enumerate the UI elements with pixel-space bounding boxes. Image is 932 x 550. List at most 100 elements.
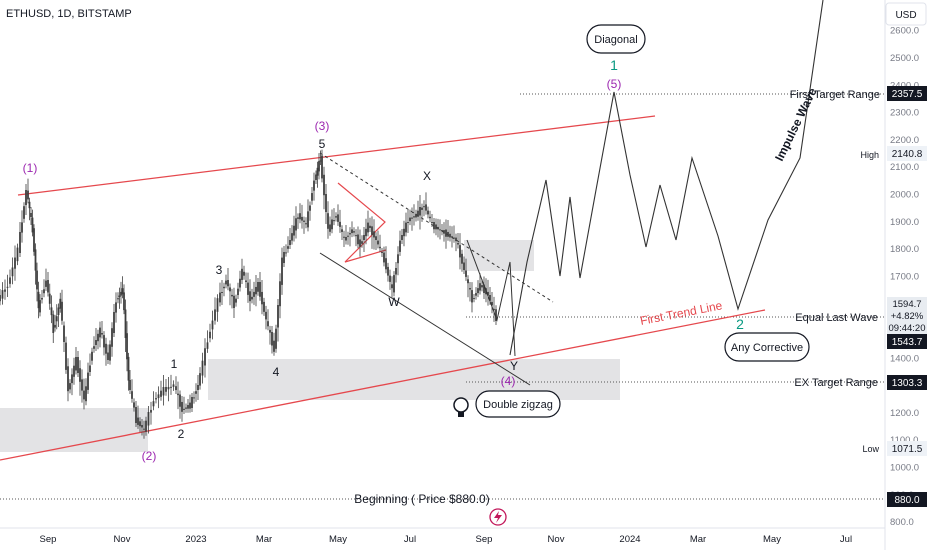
candle-body bbox=[113, 312, 115, 333]
candle-body bbox=[463, 262, 465, 270]
candle-body bbox=[141, 425, 143, 428]
candle-body bbox=[147, 412, 150, 426]
candle-body bbox=[185, 407, 187, 409]
candle-body bbox=[227, 280, 229, 287]
wave-4-label: (4) bbox=[501, 374, 516, 388]
candle-body bbox=[160, 390, 162, 397]
candle-body bbox=[253, 291, 255, 297]
candle-body bbox=[83, 390, 85, 400]
candle-body bbox=[6, 286, 9, 288]
candle-body bbox=[219, 292, 221, 303]
candle-body bbox=[65, 342, 67, 370]
candle-body bbox=[204, 348, 206, 366]
current-price-badge bbox=[887, 297, 927, 335]
candle-body bbox=[211, 320, 214, 330]
candle-body bbox=[301, 216, 303, 221]
correction-path bbox=[466, 239, 516, 357]
time-tick-2024: 2024 bbox=[619, 534, 640, 545]
candle-body bbox=[353, 231, 355, 233]
candle-body bbox=[69, 383, 71, 390]
candle-body bbox=[309, 205, 311, 211]
price-tick-2400.0: 2400.0 bbox=[890, 80, 919, 91]
candle-body bbox=[395, 268, 397, 275]
prev-price-badge bbox=[887, 334, 927, 349]
candle-body bbox=[409, 217, 411, 222]
candle-body bbox=[351, 229, 353, 234]
candle-body bbox=[341, 229, 343, 232]
candle-body bbox=[243, 271, 245, 276]
candle-body bbox=[437, 226, 439, 230]
candle-body bbox=[293, 225, 295, 236]
candle-body bbox=[383, 252, 385, 263]
equal-last-wave-label: Equal Last Wave bbox=[795, 312, 878, 324]
candle-body bbox=[11, 267, 14, 277]
candle-body bbox=[31, 217, 34, 233]
candle-body bbox=[453, 237, 455, 239]
candle-body bbox=[381, 252, 383, 253]
wave-2-label: (2) bbox=[142, 449, 157, 463]
candle-body bbox=[199, 373, 201, 386]
candle-body bbox=[417, 210, 419, 217]
candle-body bbox=[473, 298, 475, 300]
currency-button[interactable] bbox=[885, 2, 927, 26]
candle-body bbox=[465, 270, 467, 277]
candle-body bbox=[315, 174, 317, 180]
candle-body bbox=[143, 428, 145, 430]
candle-body bbox=[403, 228, 405, 237]
candle-body bbox=[25, 190, 27, 205]
currency-label: USD bbox=[895, 10, 916, 21]
candle-body bbox=[299, 213, 301, 220]
candle-body bbox=[14, 257, 16, 269]
candle-body bbox=[27, 190, 29, 200]
candle-body bbox=[479, 283, 481, 291]
time-tick-2023: 2023 bbox=[185, 534, 206, 545]
price-tick-2600.0: 2600.0 bbox=[890, 26, 919, 37]
w-label: W bbox=[388, 295, 400, 309]
candle-body bbox=[297, 217, 299, 219]
candle-body bbox=[59, 298, 62, 309]
price-tick-1400.0: 1400.0 bbox=[890, 353, 919, 364]
candlestick-series bbox=[0, 149, 497, 439]
candle-body bbox=[63, 325, 65, 342]
lightning-icon[interactable] bbox=[489, 508, 507, 526]
candle-body bbox=[425, 204, 427, 211]
candle-body bbox=[265, 311, 267, 320]
candle-body bbox=[101, 333, 103, 335]
candle-body bbox=[197, 385, 199, 390]
candle-body bbox=[79, 368, 81, 382]
candle-body bbox=[419, 207, 421, 216]
diagonal-callout bbox=[586, 24, 646, 54]
candle-body bbox=[225, 280, 227, 285]
candle-body bbox=[45, 280, 47, 287]
candle-body bbox=[273, 340, 275, 352]
candle-body bbox=[77, 357, 79, 373]
candle-body bbox=[93, 346, 95, 349]
candle-body bbox=[363, 235, 365, 240]
time-axis-ticks: Sep Nov 2023 Mar May Jul Sep Nov 2024 Mar May Jul bbox=[40, 534, 853, 545]
candle-body bbox=[97, 333, 99, 342]
candle-body bbox=[331, 219, 333, 230]
candle-body bbox=[339, 221, 341, 227]
candle-body bbox=[193, 397, 195, 399]
candle-body bbox=[75, 357, 77, 371]
symbol-header: ETHUSD, 1D, BITSTAMP bbox=[6, 8, 132, 20]
red-triangle-pattern bbox=[337, 182, 387, 263]
time-tick-may: May bbox=[763, 534, 781, 545]
first-trend-line bbox=[0, 309, 766, 461]
candle-body bbox=[285, 252, 287, 254]
support-zone-left bbox=[0, 408, 148, 452]
candle-body bbox=[127, 356, 130, 381]
candle-body bbox=[483, 284, 485, 293]
time-tick-may: May bbox=[329, 534, 347, 545]
candle-body bbox=[47, 280, 49, 293]
candle-body bbox=[323, 174, 325, 196]
candle-body bbox=[99, 327, 101, 338]
candle-body bbox=[305, 223, 307, 225]
candle-body bbox=[357, 234, 359, 245]
candle-body bbox=[28, 201, 31, 209]
candle-body bbox=[421, 207, 423, 210]
candle-body bbox=[229, 287, 231, 292]
current-price-text: 1594.7 bbox=[892, 299, 921, 310]
candle-body bbox=[33, 228, 35, 252]
